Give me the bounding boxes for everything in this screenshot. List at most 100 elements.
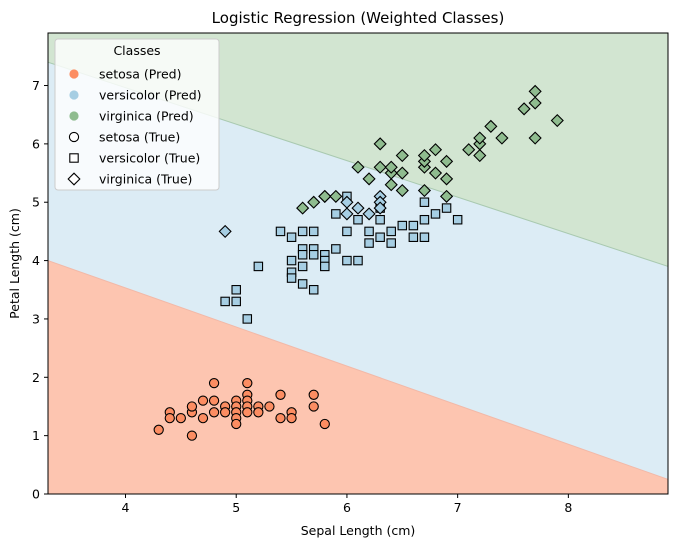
data-point	[528, 84, 542, 98]
data-point	[386, 226, 396, 237]
legend-marker	[69, 153, 79, 163]
data-point	[351, 201, 365, 215]
data-point	[517, 102, 531, 116]
data-point	[452, 214, 463, 225]
data-point	[331, 209, 341, 219]
data-point	[384, 160, 398, 174]
legend-marker	[69, 111, 79, 121]
data-point	[186, 401, 198, 412]
data-point	[362, 207, 376, 221]
data-point	[441, 203, 452, 213]
data-point	[340, 195, 354, 209]
y-tick-label: 1	[32, 428, 40, 443]
data-point	[395, 148, 409, 163]
y-tick-label: 2	[32, 370, 40, 385]
data-point	[275, 412, 286, 424]
data-point	[308, 285, 319, 295]
data-point	[473, 131, 487, 145]
data-point	[342, 226, 352, 237]
data-point	[308, 249, 319, 260]
data-point	[231, 285, 241, 295]
data-point	[484, 119, 498, 133]
data-point	[186, 430, 198, 441]
data-point	[473, 148, 487, 163]
data-point	[307, 195, 321, 209]
data-point	[373, 137, 387, 151]
data-point	[175, 412, 187, 424]
data-point	[153, 424, 164, 435]
data-point	[220, 296, 230, 307]
data-point	[286, 232, 297, 242]
legend-entry-label: setosa (True)	[99, 130, 180, 145]
y-axis-label: Petal Length (cm)	[7, 208, 22, 319]
data-points	[153, 84, 564, 441]
data-point	[419, 214, 430, 225]
legend: Classes setosa (Pred) versicolor (Pred) vi…	[54, 38, 220, 191]
data-point	[439, 189, 454, 203]
data-point	[386, 238, 396, 248]
legend-title: Classes	[113, 43, 160, 58]
legend-entry-label: versicolor (True)	[99, 151, 200, 166]
data-point	[430, 209, 441, 219]
data-point	[362, 172, 376, 186]
data-point	[208, 407, 220, 418]
data-point	[373, 160, 387, 174]
data-point	[297, 226, 308, 237]
data-point	[528, 96, 542, 110]
data-point	[373, 201, 387, 215]
data-point	[318, 189, 332, 203]
data-point	[320, 261, 330, 272]
y-tick-label: 7	[32, 78, 40, 93]
data-point	[550, 113, 564, 128]
x-tick-label: 8	[564, 500, 572, 515]
plot-frame	[47, 32, 669, 495]
legend-entry-label: versicolor (Pred)	[99, 88, 202, 103]
data-point	[308, 226, 319, 237]
data-point	[253, 261, 264, 272]
x-tick-label: 7	[454, 500, 462, 515]
legend-marker	[68, 131, 80, 143]
data-point	[319, 418, 330, 430]
x-tick-label: 6	[343, 500, 351, 515]
y-tick-label: 4	[32, 253, 40, 268]
legend-box	[54, 38, 220, 191]
chart-title: Logistic Regression (Weighted Classes)	[212, 9, 505, 27]
data-point	[308, 401, 319, 412]
data-point	[286, 273, 297, 283]
data-point	[242, 314, 253, 324]
data-point	[375, 232, 385, 242]
data-point	[384, 178, 398, 192]
data-point	[375, 214, 385, 225]
x-axis: 4 5 6 7 8	[122, 494, 572, 515]
data-point	[417, 183, 432, 198]
data-point	[364, 238, 374, 248]
data-point	[439, 154, 454, 168]
data-point	[242, 377, 253, 389]
data-point	[218, 224, 232, 238]
legend-marker	[67, 172, 81, 186]
legend-marker	[69, 69, 79, 79]
data-point	[297, 279, 308, 289]
data-point	[231, 418, 242, 430]
region-setosa	[48, 260, 668, 494]
data-point	[340, 207, 354, 221]
data-point	[329, 189, 343, 203]
data-point	[208, 395, 220, 406]
data-point	[462, 143, 476, 157]
data-point	[197, 395, 209, 406]
x-tick-label: 4	[122, 500, 130, 515]
data-point	[408, 232, 419, 242]
data-point	[353, 255, 363, 266]
data-point	[528, 131, 542, 145]
data-point	[397, 220, 408, 231]
data-point	[395, 166, 409, 180]
data-point	[408, 220, 419, 231]
data-point	[439, 172, 454, 186]
data-point	[253, 407, 264, 418]
data-point	[286, 412, 297, 424]
data-point	[275, 389, 286, 400]
legend-entry-label: virginica (True)	[99, 172, 192, 187]
legend-entry-label: setosa (Pred)	[99, 67, 181, 82]
x-axis-label: Sepal Length (cm)	[301, 523, 416, 538]
y-tick-label: 5	[32, 195, 40, 210]
